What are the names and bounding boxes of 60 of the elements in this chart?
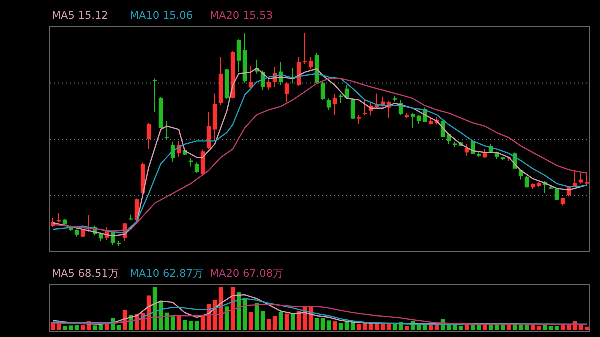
- bar: [116, 325, 122, 330]
- text: MA5 68.51万: [52, 268, 120, 280]
- candlestick: [284, 82, 290, 103]
- bar: [260, 311, 266, 330]
- bar: [494, 325, 500, 330]
- candlestick: [350, 98, 356, 120]
- bar: [278, 312, 284, 330]
- bar: [224, 306, 230, 330]
- bar: [290, 314, 296, 330]
- text: MA5 15.12: [52, 10, 108, 22]
- candlestick: [164, 120, 170, 140]
- bar: [284, 314, 290, 330]
- bar: [584, 326, 590, 330]
- bar: [578, 325, 584, 330]
- candlestick: [308, 56, 314, 70]
- candlestick: [584, 172, 590, 186]
- candlestick: [320, 82, 326, 101]
- bar: [338, 323, 344, 330]
- bar: [188, 321, 194, 330]
- bar: [68, 326, 74, 330]
- candlestick: [236, 39, 242, 73]
- candlestick: [326, 98, 332, 111]
- candlestick: [356, 114, 362, 125]
- bar: [320, 318, 326, 330]
- candlestick: [416, 114, 422, 125]
- text: MA20 15.53: [210, 10, 273, 22]
- bar: [332, 322, 338, 330]
- bar: [326, 320, 332, 330]
- bar: [248, 312, 254, 330]
- bar: [92, 326, 98, 330]
- bar: [272, 316, 278, 330]
- candlestick: [152, 78, 158, 113]
- text: MA10 62.87万: [130, 268, 204, 280]
- bar: [266, 319, 272, 330]
- bar: [428, 325, 434, 330]
- bar: [74, 325, 80, 330]
- bar: [182, 320, 188, 330]
- bar: [566, 325, 572, 330]
- candlestick: [332, 94, 338, 116]
- bar: [506, 325, 512, 330]
- candlestick: [266, 78, 272, 91]
- text: MA10 15.06: [130, 10, 194, 22]
- candlestick: [302, 32, 308, 65]
- candlestick: [146, 123, 152, 150]
- candlestick: [362, 98, 368, 116]
- bar: [170, 316, 176, 330]
- candlestick: [194, 162, 200, 174]
- bar: [314, 318, 320, 330]
- bar: [98, 325, 104, 330]
- bar: [488, 325, 494, 330]
- bar: [356, 324, 362, 330]
- bar: [500, 325, 506, 330]
- candlestick: [410, 113, 416, 128]
- bar: [434, 325, 440, 330]
- bar: [80, 325, 86, 330]
- bar: [254, 304, 260, 330]
- bar: [194, 321, 200, 330]
- bar: [560, 325, 566, 330]
- bar: [176, 316, 182, 330]
- text: MA20 67.08万: [210, 268, 284, 280]
